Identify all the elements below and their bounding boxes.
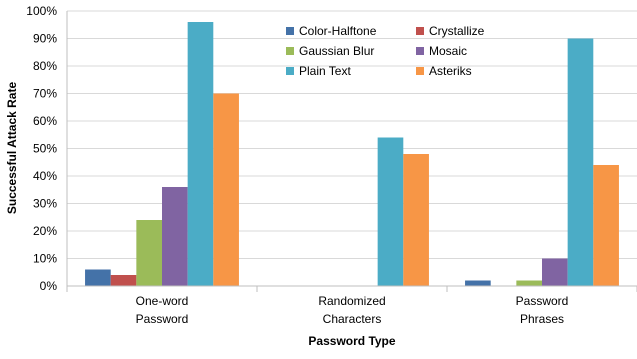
legend-label: Crystallize	[429, 24, 485, 38]
x-category-label: Password	[516, 294, 569, 308]
axes	[66, 11, 637, 292]
y-axis-ticks: 0% 10% 20% 30% 40% 50% 60% 70% 80% 90% 100%	[26, 4, 57, 293]
y-tick-label: 20%	[33, 224, 57, 238]
legend: Color-Halftone Crystallize Gaussian Blur Mo…	[286, 24, 485, 78]
bar-plain-text	[187, 22, 214, 286]
legend-swatch	[416, 47, 424, 55]
legend-swatch	[286, 67, 294, 75]
y-tick-label: 100%	[26, 4, 57, 18]
y-tick-label: 90%	[33, 32, 57, 46]
legend-swatch	[286, 47, 294, 55]
bar-asteriks	[403, 154, 429, 286]
bar-asteriks	[593, 165, 619, 286]
bar-gaussian-blur	[516, 280, 542, 286]
legend-swatch	[416, 27, 424, 35]
bar-gaussian-blur	[136, 220, 162, 286]
x-category-label: Characters	[323, 312, 382, 326]
y-tick-label: 60%	[33, 114, 57, 128]
legend-label: Plain Text	[299, 64, 351, 78]
bar-color-halftone	[465, 280, 491, 286]
y-tick-label: 70%	[33, 87, 57, 101]
y-axis-title: Successful Attack Rate	[5, 82, 19, 215]
legend-label: Gaussian Blur	[299, 44, 374, 58]
x-category-label: Phrases	[520, 312, 564, 326]
y-tick-label: 10%	[33, 252, 57, 266]
y-tick-label: 50%	[33, 142, 57, 156]
bar-plain-text	[377, 137, 404, 286]
y-tick-label: 80%	[33, 59, 57, 73]
bar-crystallize	[110, 275, 137, 286]
legend-label: Asteriks	[429, 64, 472, 78]
x-axis-categories: One-word Password Randomized Characters Pass…	[136, 294, 569, 326]
y-tick-label: 0%	[40, 279, 58, 293]
bar-mosaic	[162, 187, 188, 286]
x-category-label: One-word	[136, 294, 189, 308]
legend-swatch	[286, 27, 294, 35]
bar-color-halftone	[85, 269, 111, 286]
bars	[85, 22, 619, 286]
y-tick-label: 30%	[33, 197, 57, 211]
y-tick-label: 40%	[33, 169, 57, 183]
legend-swatch	[416, 67, 424, 75]
legend-label: Mosaic	[429, 44, 467, 58]
x-category-label: Password	[136, 312, 189, 326]
bar-plain-text	[567, 38, 594, 286]
bar-asteriks	[213, 93, 239, 286]
bar-mosaic	[542, 258, 568, 286]
legend-label: Color-Halftone	[299, 24, 377, 38]
x-category-label: Randomized	[318, 294, 385, 308]
x-axis-title: Password Type	[308, 334, 395, 348]
